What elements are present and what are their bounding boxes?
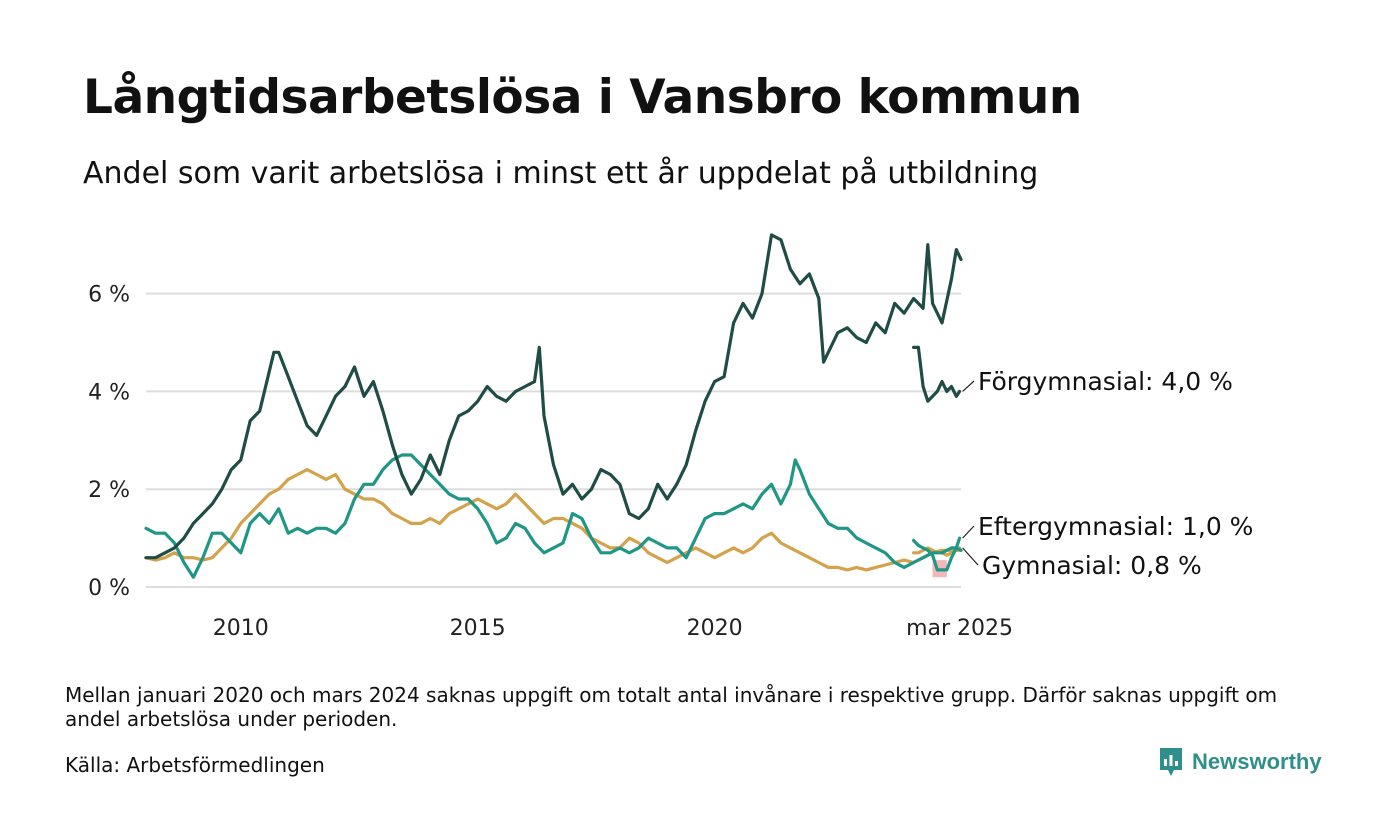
x-tick-label: 2020 xyxy=(687,616,743,641)
leader-line xyxy=(962,547,979,566)
source-note: Källa: Arbetsförmedlingen xyxy=(65,753,325,777)
y-tick-label: 2 % xyxy=(88,478,130,503)
series-line-förgymnasial xyxy=(144,233,963,560)
leader-line xyxy=(962,525,975,539)
chart-title: Långtidsarbetslösa i Vansbro kommun xyxy=(83,70,1082,125)
series-lines xyxy=(144,233,963,579)
x-tick-label: 2010 xyxy=(213,616,269,641)
line-chart: 0 % 2 % 4 % 6 % 2010 2015 2020 mar 2025 Förgym… xyxy=(88,233,1253,641)
footnote: Mellan januari 2020 och mars 2024 saknas… xyxy=(65,683,1278,731)
x-axis-ticks: 2010 2015 2020 mar 2025 xyxy=(213,616,1013,641)
y-tick-label: 6 % xyxy=(88,283,130,308)
y-tick-label: 0 % xyxy=(88,576,130,601)
gridlines xyxy=(146,292,961,588)
end-label-gymnasial: Gymnasial: 0,8 % xyxy=(982,551,1202,580)
brand-name: Newsworthy xyxy=(1192,749,1322,774)
series-line-förgymnasial xyxy=(912,345,962,403)
newsworthy-logo-icon xyxy=(1160,748,1182,776)
end-label-eftergymnasial: Eftergymnasial: 1,0 % xyxy=(978,512,1253,541)
leader-line xyxy=(962,380,975,392)
series-line-eftergymnasial xyxy=(144,453,963,579)
series-line-gymnasial xyxy=(144,468,963,572)
series-line-eftergymnasial xyxy=(912,536,962,572)
x-tick-label: mar 2025 xyxy=(906,616,1013,641)
y-axis-ticks: 0 % 2 % 4 % 6 % xyxy=(88,283,130,601)
end-label-förgymnasial: Förgymnasial: 4,0 % xyxy=(978,367,1233,396)
y-tick-label: 4 % xyxy=(88,380,130,405)
chart-subtitle: Andel som varit arbetslösa i minst ett å… xyxy=(83,156,1039,191)
brand-logo: Newsworthy xyxy=(1158,746,1322,778)
end-labels: Förgymnasial: 4,0 % Eftergymnasial: 1,0 %… xyxy=(962,367,1253,580)
x-tick-label: 2015 xyxy=(450,616,506,641)
